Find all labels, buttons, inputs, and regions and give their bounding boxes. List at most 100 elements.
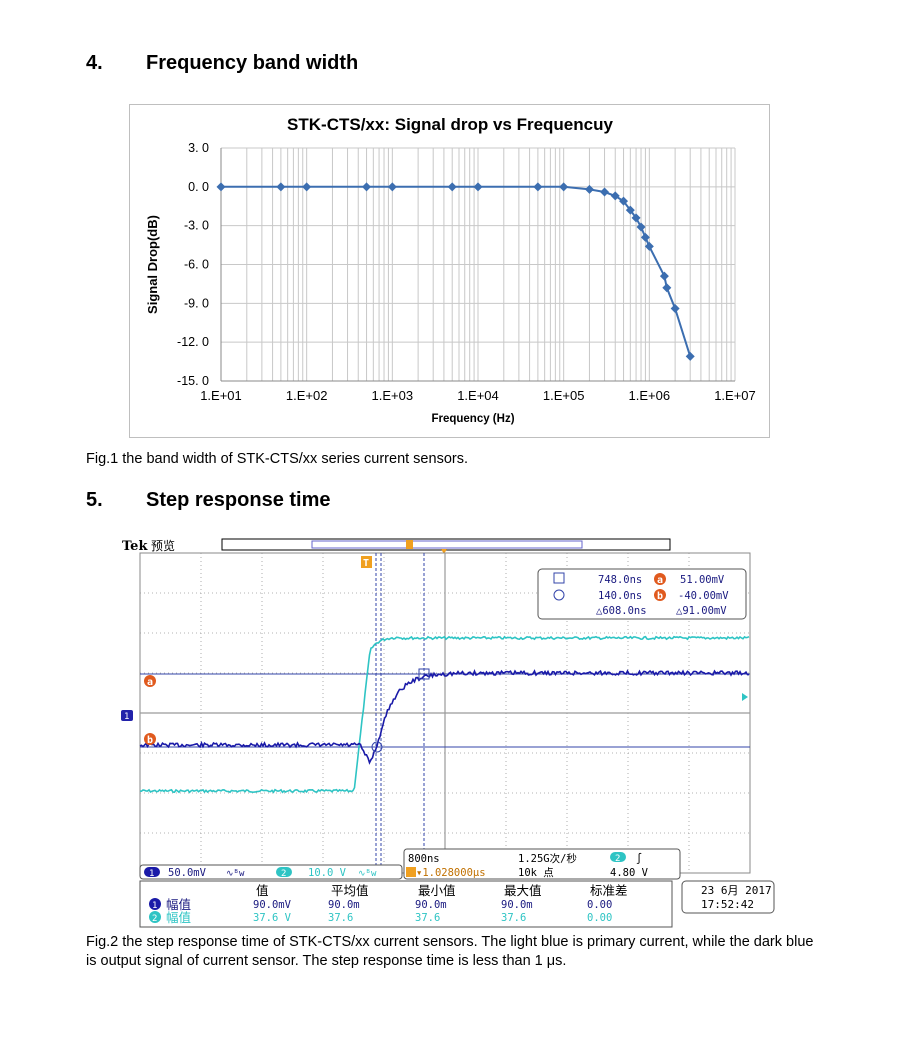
ch2-level-marker	[742, 693, 748, 701]
ch2-waveform	[139, 635, 750, 794]
x-tick-label: 1.E+01	[200, 388, 242, 403]
measure-name: 幅值	[166, 897, 191, 912]
cursor-square-icon	[553, 572, 565, 584]
ch2-badge-label: 2	[281, 869, 286, 879]
y-tick-label: 0. 0	[188, 180, 209, 194]
y-tick-label: -6. 0	[184, 258, 209, 272]
cursor-circle-marker	[371, 741, 383, 753]
ch1-badge	[144, 867, 160, 877]
data-point	[670, 304, 680, 314]
ref-a-label: a	[147, 677, 153, 688]
measure-ch-badge	[149, 898, 161, 910]
cursor-2-time: 140.0ns	[598, 590, 642, 602]
record-trigger-marker	[406, 540, 413, 549]
ref-b-label: b	[147, 735, 153, 746]
measure-header: 最小值	[418, 883, 456, 898]
ch1-coupling: ∿ᴮw	[226, 869, 245, 879]
record-length: 10k 点	[518, 867, 554, 879]
cursor-a-badge	[654, 573, 666, 585]
x-tick-label: 1.E+07	[714, 388, 756, 403]
measure-value: 37.6	[415, 912, 440, 924]
cursor-readout-panel	[537, 568, 747, 620]
data-point	[362, 182, 372, 192]
data-point	[636, 222, 646, 232]
sample-rate: 1.25G次/秒	[518, 852, 577, 865]
cursor-b-badge-label: b	[657, 591, 663, 602]
measure-header: 值	[256, 883, 269, 898]
x-tick-label: 1.E+02	[286, 388, 328, 403]
record-window	[311, 540, 583, 549]
y-tick-label: -12. 0	[177, 335, 209, 349]
measure-header: 平均值	[331, 883, 369, 898]
ref-a-badge	[144, 675, 156, 687]
cursor-delta-time: △608.0ns	[596, 605, 647, 617]
ch1-scale: 50.0mV	[168, 867, 207, 879]
data-point	[584, 184, 594, 194]
measure-value: 37.6	[328, 912, 353, 924]
ch2-scale: 10.0 V	[308, 867, 347, 879]
timebase: 800ns	[408, 853, 440, 865]
trigger-ch-badge	[610, 852, 626, 862]
trigger-position-arrow	[441, 549, 447, 554]
measure-value: 0.00	[587, 912, 612, 924]
ch2-badge	[276, 867, 292, 877]
data-point	[302, 182, 312, 192]
measurement-table	[139, 880, 673, 928]
trigger-position-icon	[406, 867, 416, 877]
cursor-1-volt: 51.00mV	[680, 574, 725, 586]
oscilloscope-svg: Tek 预览T1ab748.0ns140.0ns△608.0nsab51.00mV…	[121, 538, 775, 928]
y-tick-label: -3. 0	[184, 219, 209, 233]
x-tick-label: 1.E+05	[543, 388, 585, 403]
trigger-marker-label: T	[363, 558, 369, 569]
trigger-ch-label: 2	[615, 854, 620, 864]
y-tick-label: 3. 0	[188, 141, 209, 155]
ch1-waveform	[139, 669, 749, 765]
data-point	[619, 196, 629, 206]
section-5-title: Step response time	[146, 489, 331, 511]
data-point	[387, 182, 397, 192]
scope-mode: 预览	[151, 538, 175, 553]
data-point	[659, 271, 669, 281]
measure-value: 0.00	[587, 899, 612, 911]
trigger-marker	[361, 556, 372, 568]
fig1-caption: Fig.1 the band width of STK-CTS/xx serie…	[86, 451, 468, 467]
cursor-1-time: 748.0ns	[598, 574, 642, 586]
cursor-delta-volt: △91.00mV	[676, 605, 727, 617]
section-5-heading: 5. Step response time	[86, 489, 331, 512]
measure-ch-label: 1	[152, 901, 157, 911]
data-point	[600, 187, 610, 197]
data-point	[644, 241, 654, 251]
x-tick-label: 1.E+03	[372, 388, 414, 403]
measure-value: 90.0m	[328, 899, 360, 911]
ch1-ground-label: 1	[124, 712, 129, 722]
frequency-chart: 3. 0 0. 0 -3. 0 -6. 0 -9. 0 -12. 0 -15. 0 1.E+0…	[129, 104, 770, 438]
data-point	[559, 182, 569, 192]
x-tick-label: 1.E+04	[457, 388, 499, 403]
data-point	[640, 232, 650, 242]
section-4-heading: 4. Frequency band width	[86, 52, 358, 75]
scope-brand: Tek	[122, 539, 148, 554]
cursor-a-badge-label: a	[657, 575, 663, 586]
ref-b-badge	[144, 733, 156, 745]
frequency-chart-svg: 3. 00. 0-3. 0-6. 0-9. 0-12. 0-15. 01.E+0…	[145, 115, 756, 425]
data-point	[276, 182, 286, 192]
data-point	[216, 182, 226, 192]
trigger-slope: ∫	[636, 852, 642, 865]
data-point	[610, 191, 620, 201]
scope-date: 23 6月 2017	[701, 884, 772, 897]
measure-ch-label: 2	[152, 914, 157, 924]
data-point	[447, 182, 457, 192]
measure-value: 37.6	[501, 912, 526, 924]
y-tick-label: -15. 0	[177, 374, 209, 388]
x-tick-label: 1.E+06	[629, 388, 671, 403]
cursor-b-badge	[654, 589, 666, 601]
oscilloscope-screenshot: Tek 预览 T 1 a b 748.0ns 140.0ns △608.0ns a b 51.00mV…	[118, 537, 778, 929]
ch1-badge-label: 1	[149, 869, 154, 879]
measure-value: 90.0m	[415, 899, 447, 911]
trigger-position: ▾1.028000μs	[416, 867, 486, 879]
data-point	[662, 283, 672, 293]
x-axis-label: Frequency (Hz)	[431, 413, 514, 425]
datetime-box	[681, 880, 775, 914]
measure-value: 37.6 V	[253, 912, 292, 924]
channel-scale-box[interactable]	[139, 864, 403, 880]
